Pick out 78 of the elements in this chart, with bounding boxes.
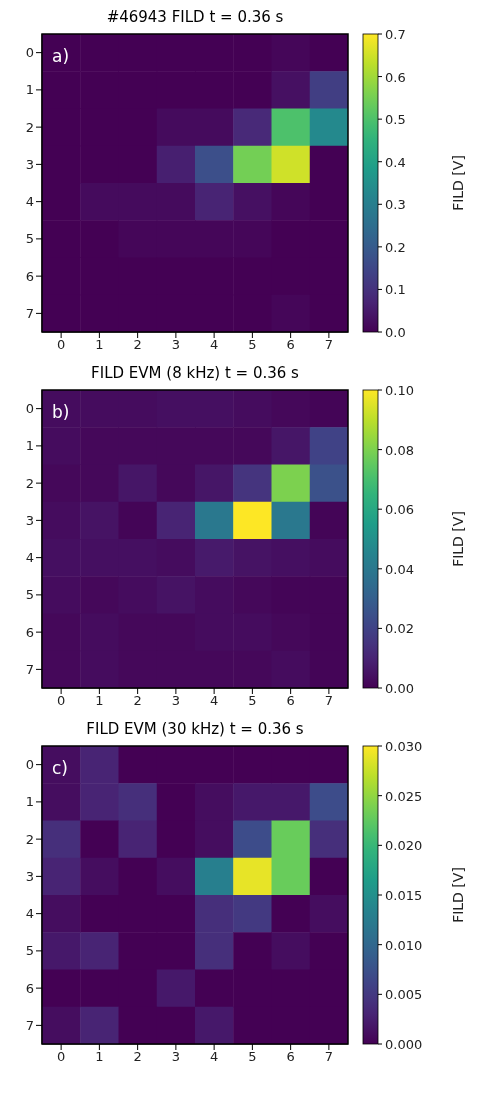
color-bar-label: 0.06: [385, 502, 414, 518]
y-tick-label: 4: [25, 194, 34, 210]
color-bar-label: 0.2: [385, 239, 406, 255]
y-tick-label: 2: [25, 475, 34, 491]
y-tick-label: 1: [25, 438, 34, 454]
color-bar-label: 0.5: [385, 112, 406, 128]
color-bar-label: 0.030: [385, 739, 423, 754]
y-tick-label: 4: [25, 906, 34, 922]
x-tick-label: 1: [95, 1049, 104, 1065]
y-tick-label: 2: [25, 119, 34, 135]
annotation: b): [52, 402, 70, 422]
color-bar-label: 0.7: [385, 27, 406, 42]
x-tick-label: 5: [248, 693, 257, 709]
color-bar-label: 0.005: [385, 987, 423, 1003]
color-bar-label: 0.020: [385, 838, 423, 854]
color-bar-label: 0.1: [385, 282, 406, 298]
color-bar-label: 0.010: [385, 937, 423, 953]
color-bar-label: 0.3: [385, 197, 406, 213]
x-tick-label: 4: [209, 337, 219, 353]
color-bar-title: FILD [V]: [450, 511, 466, 567]
y-tick-label: 1: [25, 82, 34, 98]
y-tick-label: 0: [25, 757, 34, 773]
y-tick-label: 7: [25, 1017, 34, 1033]
y-tick-label: 7: [25, 305, 34, 321]
y-tick-label: 0: [25, 401, 34, 417]
y-tick-label: 3: [25, 156, 34, 172]
x-tick-label: 5: [248, 1049, 257, 1065]
color-bar-label: 0.015: [385, 888, 423, 903]
y-tick-label: 5: [25, 943, 34, 959]
color-bar-label: 0.00: [385, 681, 414, 696]
annotation: c): [52, 758, 68, 778]
x-tick-label: 4: [209, 693, 219, 709]
x-tick-label: 6: [286, 337, 295, 353]
color-bar-label: 0.025: [385, 788, 423, 804]
color-bar-label: 0.04: [385, 561, 414, 577]
y-tick-label: 3: [25, 512, 34, 528]
y-tick-label: 7: [25, 661, 34, 677]
x-tick-label: 3: [171, 337, 181, 353]
y-tick-label: 1: [25, 794, 34, 810]
x-tick-label: 2: [133, 693, 142, 709]
y-tick-label: 5: [25, 231, 34, 247]
x-tick-label: 6: [286, 693, 295, 709]
color-bar-label: 0.000: [385, 1037, 423, 1052]
color-bar-label: 0.10: [385, 383, 414, 398]
y-tick-label: 3: [25, 868, 34, 884]
x-tick-label: 0: [56, 1049, 66, 1065]
x-tick-label: 7: [324, 337, 334, 353]
x-tick-label: 3: [171, 693, 181, 709]
chart-title: FILD EVM (30 kHz) t = 0.36 s: [85, 720, 305, 738]
x-tick-label: 1: [95, 693, 104, 709]
chart-title: FILD EVM (8 kHz) t = 0.36 s: [90, 364, 300, 382]
x-tick-label: 1: [95, 337, 104, 353]
x-tick-label: 3: [171, 1049, 181, 1065]
color-bar-title: FILD [V]: [450, 155, 466, 211]
x-tick-label: 0: [56, 337, 66, 353]
color-bar-label: 0.02: [385, 621, 414, 637]
x-tick-label: 2: [133, 1049, 142, 1065]
y-tick-label: 6: [25, 624, 34, 640]
x-tick-label: 4: [209, 1049, 219, 1065]
x-tick-label: 0: [56, 693, 66, 709]
y-tick-label: 6: [25, 268, 34, 284]
x-tick-label: 6: [286, 1049, 295, 1065]
y-tick-label: 2: [25, 831, 34, 847]
color-bar-label: 0.6: [385, 69, 406, 85]
annotation: a): [52, 46, 70, 66]
x-tick-label: 5: [248, 337, 257, 353]
x-tick-label: 2: [133, 337, 142, 353]
y-tick-label: 6: [25, 980, 34, 996]
chart-title: #46943 FILD t = 0.36 s: [105, 8, 285, 26]
x-tick-label: 7: [324, 1049, 334, 1065]
color-bar-title: FILD [V]: [450, 867, 466, 923]
y-tick-label: 4: [25, 550, 34, 566]
y-tick-label: 5: [25, 587, 34, 603]
color-bar-label: 0.0: [385, 325, 406, 340]
color-bar-label: 0.4: [385, 154, 406, 170]
x-tick-label: 7: [324, 693, 334, 709]
color-bar-label: 0.08: [385, 442, 414, 458]
y-tick-label: 0: [25, 45, 34, 61]
